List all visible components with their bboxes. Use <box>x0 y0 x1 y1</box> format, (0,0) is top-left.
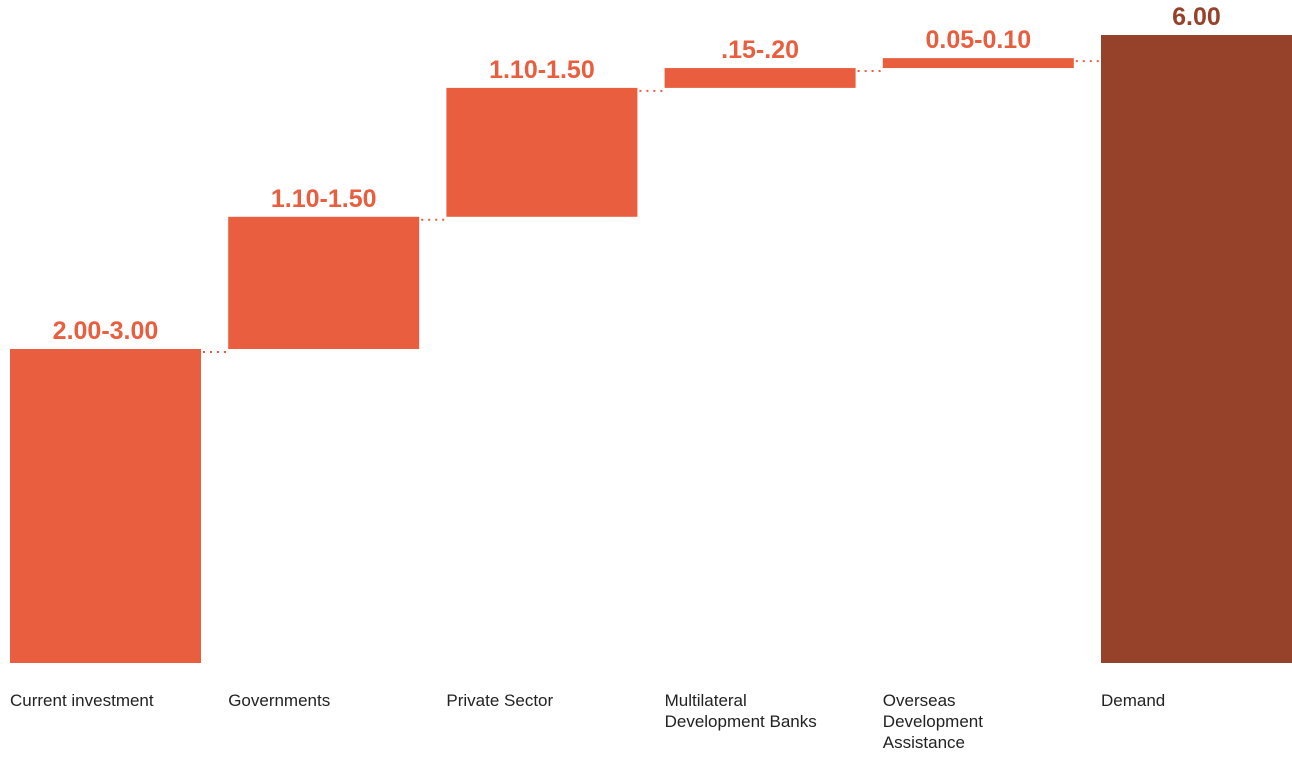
bar-current-investment <box>10 349 201 663</box>
value-label-overseas-development-assistance: 0.05-0.10 <box>925 26 1031 54</box>
category-label-demand: Demand <box>1101 691 1165 710</box>
category-label-line: Multilateral <box>665 691 747 710</box>
category-label-line: Assistance <box>883 733 965 752</box>
category-labels-group: Current investment Governments Private Sec… <box>10 691 1165 752</box>
category-label-line: Current investment <box>10 691 154 710</box>
category-label-line: Private Sector <box>446 691 553 710</box>
category-label-current-investment: Current investment <box>10 691 154 710</box>
bar-private-sector <box>446 87 638 217</box>
category-label-multilateral-development-banks: Multilateral Development Banks <box>665 691 817 731</box>
bar-multilateral-development-banks <box>664 68 856 88</box>
bars-group <box>10 35 1292 663</box>
bar-overseas-development-assistance <box>882 58 1074 69</box>
value-label-governments: 1.10-1.50 <box>271 185 377 213</box>
category-label-line: Demand <box>1101 691 1165 710</box>
category-label-private-sector: Private Sector <box>446 691 553 710</box>
category-label-line: Governments <box>228 691 330 710</box>
value-label-private-sector: 1.10-1.50 <box>489 56 595 84</box>
category-label-overseas-development-assistance: Overseas Development Assistance <box>883 691 983 752</box>
bar-demand <box>1101 35 1292 663</box>
value-label-multilateral-development-banks: .15-.20 <box>721 36 799 64</box>
value-label-current-investment: 2.00-3.00 <box>53 317 159 345</box>
value-label-demand: 6.00 <box>1172 3 1221 31</box>
category-label-line: Development <box>883 712 983 731</box>
category-label-line: Overseas <box>883 691 956 710</box>
value-labels-group: 2.00-3.00 1.10-1.50 1.10-1.50 .15-.20 0.05-0… <box>53 3 1221 345</box>
category-label-line: Development Banks <box>665 712 817 731</box>
category-label-governments: Governments <box>228 691 330 710</box>
bar-governments <box>228 216 420 349</box>
